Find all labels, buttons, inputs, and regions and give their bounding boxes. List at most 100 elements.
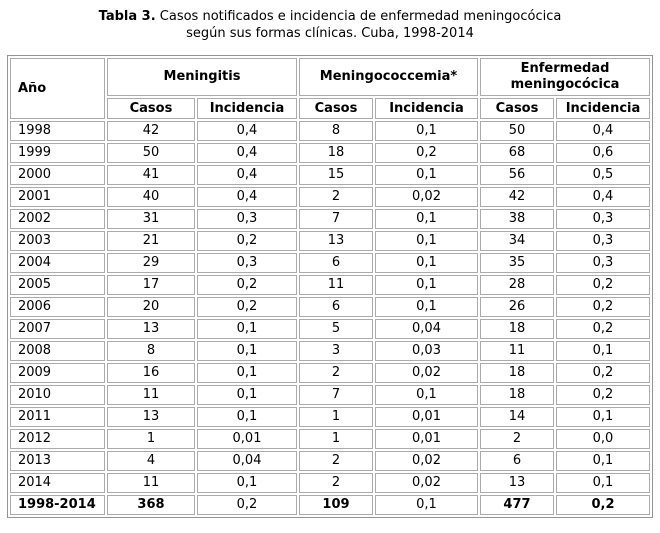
value-cell: 6 [299, 297, 373, 317]
value-cell: 13 [106, 407, 195, 427]
year-cell: 2000 [9, 165, 105, 185]
value-cell: 68 [480, 143, 554, 163]
value-cell: 7 [299, 209, 373, 229]
value-cell: 0,03 [375, 341, 478, 361]
value-cell: 31 [106, 209, 195, 229]
value-cell: 4 [106, 451, 195, 471]
value-cell: 0,2 [556, 297, 651, 317]
value-cell: 0,02 [375, 451, 478, 471]
value-cell: 0,1 [375, 495, 478, 515]
table-row: 2013 4 0,04 2 0,02 6 0,1 [9, 451, 651, 471]
value-cell: 11 [299, 275, 373, 295]
value-cell: 0,1 [375, 385, 478, 405]
value-cell: 0,3 [556, 209, 651, 229]
value-cell: 13 [299, 231, 373, 251]
value-cell: 1 [106, 429, 195, 449]
value-cell: 15 [299, 165, 373, 185]
table-title: Tabla 3. Casos notificados e incidencia … [0, 0, 660, 42]
value-cell: 0,2 [196, 275, 297, 295]
value-cell: 7 [299, 385, 373, 405]
value-cell: 8 [299, 121, 373, 141]
group-header-meningitis: Meningitis [106, 58, 297, 96]
value-cell: 17 [106, 275, 195, 295]
value-cell: 50 [106, 143, 195, 163]
value-cell: 2 [299, 451, 373, 471]
value-cell: 0,1 [375, 209, 478, 229]
value-cell: 109 [299, 495, 373, 515]
value-cell: 0,4 [196, 121, 297, 141]
value-cell: 3 [299, 341, 373, 361]
value-cell: 0,1 [196, 407, 297, 427]
year-cell: 2010 [9, 385, 105, 405]
value-cell: 5 [299, 319, 373, 339]
value-cell: 2 [480, 429, 554, 449]
value-cell: 13 [106, 319, 195, 339]
value-cell: 56 [480, 165, 554, 185]
value-cell: 42 [106, 121, 195, 141]
year-cell: 2013 [9, 451, 105, 471]
value-cell: 0,1 [196, 319, 297, 339]
table-title-line1: Tabla 3. Casos notificados e incidencia … [0, 8, 660, 25]
value-cell: 0,01 [375, 429, 478, 449]
value-cell: 35 [480, 253, 554, 273]
value-cell: 1 [299, 429, 373, 449]
value-cell: 14 [480, 407, 554, 427]
value-cell: 0,1 [196, 385, 297, 405]
year-cell: 2014 [9, 473, 105, 493]
value-cell: 38 [480, 209, 554, 229]
year-cell: 2011 [9, 407, 105, 427]
column-header-meningococcemia-casos: Casos [299, 98, 373, 119]
value-cell: 11 [106, 473, 195, 493]
value-cell: 0,02 [375, 187, 478, 207]
value-cell: 0,6 [556, 143, 651, 163]
column-header-enfermedad-incidencia: Incidencia [556, 98, 651, 119]
value-cell: 1 [299, 407, 373, 427]
year-cell: 2004 [9, 253, 105, 273]
column-header-meningococcemia-incidencia: Incidencia [375, 98, 478, 119]
value-cell: 42 [480, 187, 554, 207]
value-cell: 368 [106, 495, 195, 515]
value-cell: 0,04 [375, 319, 478, 339]
value-cell: 13 [480, 473, 554, 493]
table-row: 2005 17 0,2 11 0,1 28 0,2 [9, 275, 651, 295]
value-cell: 18 [480, 363, 554, 383]
year-cell: 2001 [9, 187, 105, 207]
value-cell: 0,2 [556, 275, 651, 295]
group-header-row: Año Meningitis Meningococcemia* Enfermed… [9, 58, 651, 119]
value-cell: 0,1 [375, 275, 478, 295]
table-total-row: 1998-2014 368 0,2 109 0,1 477 0,2 [9, 495, 651, 515]
table-row: 2002 31 0,3 7 0,1 38 0,3 [9, 209, 651, 229]
value-cell: 0,5 [556, 165, 651, 185]
year-cell: 2006 [9, 297, 105, 317]
value-cell: 0,1 [375, 121, 478, 141]
table-row: 1998 42 0,4 8 0,1 50 0,4 [9, 121, 651, 141]
group-header-enfermedad-meningococica: Enfermedad meningocócica [480, 58, 651, 96]
value-cell: 0,4 [196, 165, 297, 185]
value-cell: 0,2 [556, 363, 651, 383]
table-title-line2: según sus formas clínicas. Cuba, 1998-20… [186, 26, 474, 41]
value-cell: 2 [299, 363, 373, 383]
value-cell: 0,3 [196, 209, 297, 229]
value-cell: 0,4 [196, 143, 297, 163]
value-cell: 0,01 [375, 407, 478, 427]
value-cell: 0,1 [375, 297, 478, 317]
value-cell: 0,2 [556, 495, 651, 515]
column-header-enfermedad-casos: Casos [480, 98, 554, 119]
table-row: 2012 1 0,01 1 0,01 2 0,0 [9, 429, 651, 449]
table-title-text: Casos notificados e incidencia de enferm… [155, 9, 562, 24]
value-cell: 18 [299, 143, 373, 163]
group-header-meningococcemia: Meningococcemia* [299, 58, 478, 96]
table-row: 1999 50 0,4 18 0,2 68 0,6 [9, 143, 651, 163]
data-table: Año Meningitis Meningococcemia* Enfermed… [6, 55, 654, 518]
value-cell: 0,1 [556, 473, 651, 493]
column-header-year: Año [9, 58, 105, 119]
year-cell: 2005 [9, 275, 105, 295]
table-header: Año Meningitis Meningococcemia* Enfermed… [9, 58, 651, 119]
value-cell: 11 [106, 385, 195, 405]
table-row: 2000 41 0,4 15 0,1 56 0,5 [9, 165, 651, 185]
value-cell: 0,02 [375, 473, 478, 493]
value-cell: 0,3 [556, 231, 651, 251]
value-cell: 8 [106, 341, 195, 361]
table-title-label: Tabla 3. [98, 9, 156, 24]
value-cell: 0,3 [556, 253, 651, 273]
